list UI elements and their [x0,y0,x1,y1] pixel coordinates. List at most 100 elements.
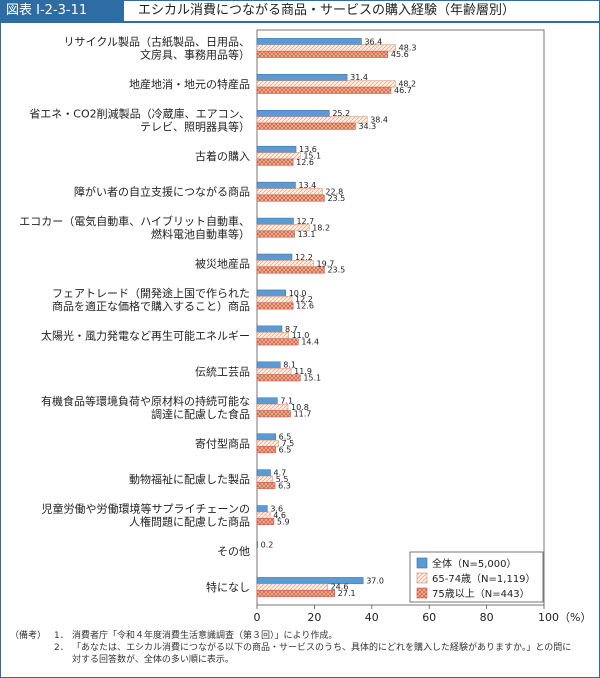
bar [256,433,276,441]
data-label: 8.7 [285,325,298,334]
data-label: 13.1 [298,230,316,239]
bar-chart: 0 20 40 60 80 100（%） リサイクル製品（古紙製品、日用品、文房具、事務用品… [19,29,591,624]
data-label: 48.2 [398,80,416,89]
data-label: 11.7 [294,409,312,418]
category-label: その他 [217,545,250,558]
note-2-text-line-1: 「あなたは、エシカル消費につながる以下の商品・サービスのうち、具体的にどれを購入… [72,643,572,653]
data-label: 38.4 [370,116,388,125]
data-label: 5.9 [277,517,290,526]
data-label: 46.7 [394,86,412,95]
data-label: 36.4 [364,37,382,46]
data-label: 13.4 [298,181,316,190]
bar [256,217,294,225]
bar [256,188,323,196]
data-label: 12.2 [295,253,313,262]
category-label: 調達に配慮した食品 [151,407,250,421]
bar [256,583,328,591]
category-label: 地産地消・地元の特産品 [129,77,250,91]
bar [256,505,268,513]
legend [409,551,544,603]
data-label: 23.5 [327,194,345,203]
x-tick-label: 40 [365,611,379,624]
category-label: 人権問題に配慮した商品 [129,515,250,529]
data-label: 18.2 [312,223,330,232]
category-label: 古着の購入 [195,149,250,163]
bar [256,296,293,303]
data-label: 5.5 [276,475,289,484]
bar [256,511,271,519]
data-label: 6.5 [279,445,292,454]
legend-swatch [416,572,428,584]
bar [256,410,291,418]
bar [256,439,279,447]
category-label: 太陽光・風力発電など再生可能エネルギー [41,328,250,342]
note-2-number: 2． [54,643,69,653]
data-label: 3.6 [270,504,283,513]
figure-id: 図表 I-2-3-11 [0,0,124,21]
data-label: 6.5 [279,433,292,442]
bar [256,446,276,454]
category-label: 被災地産品 [195,258,250,271]
bar [256,325,283,333]
data-label: 6.3 [278,481,291,490]
bar [256,332,289,339]
data-label: 10.8 [291,403,309,412]
bar [256,109,330,117]
data-label: 12.6 [296,158,314,167]
bar [256,260,314,268]
bar [256,367,292,375]
category-label: 有機食品等環境負荷や原材料の持続可能な [41,394,250,408]
bar [256,122,356,130]
figure-title: エシカル消費につながる商品・サービスの購入経験（年齢層別） [138,3,516,18]
note-1: （備考） 1． 消費者庁「令和４年度消費生活意識調査（第３回）」により作成。 [10,630,590,642]
notes: （備考） 1． 消費者庁「令和４年度消費生活意識調査（第３回）」により作成。 2… [10,630,590,666]
category-label: リサイクル製品（古紙製品、日用品、 [64,34,250,48]
legend-label: 65-74歳（N=1,119） [432,573,536,585]
category-label: 商品を適正な価格で購入すること）商品 [52,299,250,313]
data-label: 23.5 [327,266,345,275]
data-label: 45.6 [391,50,409,59]
bar [256,266,325,274]
note-2-text-line-2: 対する回答数が、全体の多い順に表示。 [72,655,234,665]
bar [256,338,299,346]
note-2: 2． 「あなたは、エシカル消費につながる以下の商品・サービスのうち、具体的にどれ… [10,642,590,654]
data-label: 11.0 [292,331,310,340]
bar [256,38,362,46]
data-label: 25.2 [332,109,350,118]
bar [256,194,325,202]
bar [256,541,258,549]
data-label: 13.6 [299,145,317,154]
x-tick-label: 20 [307,611,321,624]
x-tick-label: 100（%） [538,611,591,624]
bar [256,469,271,477]
bar [256,475,274,483]
bar [256,518,275,526]
data-label: 34.3 [358,122,376,131]
data-label: 48.3 [399,44,417,53]
bar [256,80,396,88]
bar [256,145,297,153]
bar [256,181,296,189]
data-label: 31.4 [350,73,368,82]
data-label: 0.2 [261,540,274,549]
data-label: 12.6 [296,302,314,311]
category-label: 文房具、事務用品等） [140,47,250,61]
x-tick-label: 80 [480,611,494,624]
data-label: 12.7 [296,217,314,226]
x-tick-label: 0 [254,611,261,624]
category-label: 特になし [206,580,250,594]
bar [256,50,389,58]
x-tick-label: 60 [422,611,436,624]
data-label: 11.9 [294,367,312,376]
category-label: エコカー（電気自動車、ハイブリット自動車、 [19,214,250,228]
data-label: 24.6 [331,583,349,592]
legend-label: 全体（N=5,000） [432,557,517,570]
notes-label: （備考） [10,631,47,641]
data-label: 19.7 [317,259,335,268]
data-label: 7.5 [282,439,295,448]
data-label: 37.0 [366,576,384,585]
data-label: 8.1 [283,361,296,370]
bar [256,86,392,94]
bar [256,361,281,369]
data-label: 27.1 [338,589,356,598]
